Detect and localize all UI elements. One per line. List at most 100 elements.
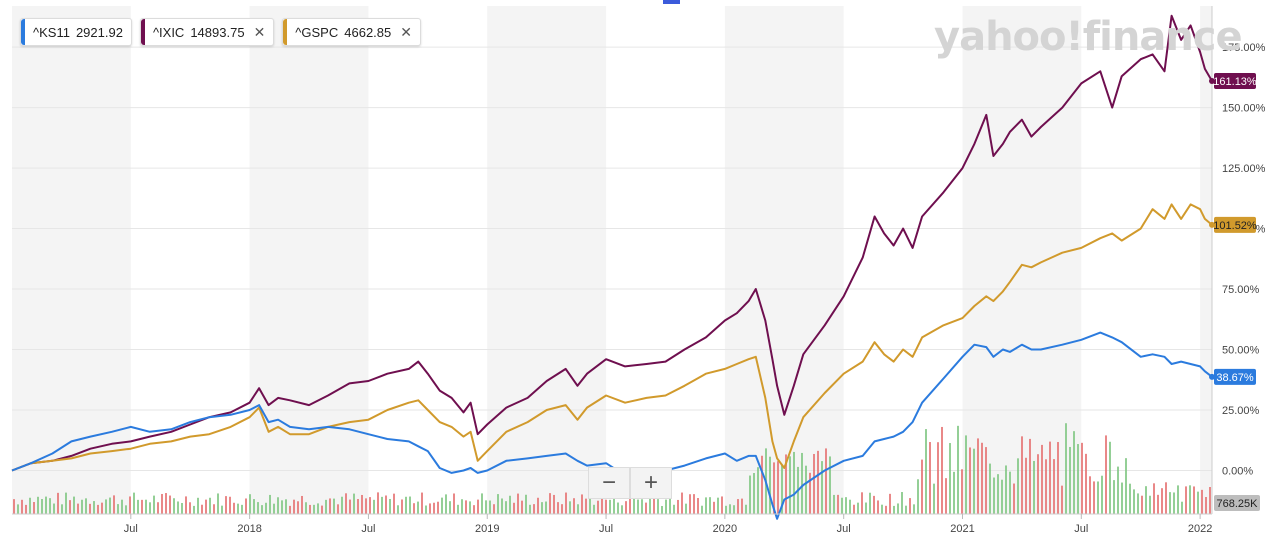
volume-bar [701,505,703,514]
shade-band [249,6,369,514]
volume-bar [1085,453,1087,514]
top-indicator [663,0,680,4]
zoom-out-button[interactable]: − [588,467,630,499]
x-tick-label: 2022 [1188,523,1212,535]
volume-bar [817,450,819,514]
volume-bar [985,447,987,514]
volume-bar [1025,457,1027,514]
volume-bar [981,442,983,514]
legend-chip-gspc[interactable]: ^GSPC 4662.85 ✕ [282,18,421,46]
series-line-gspc [11,203,1213,472]
volume-bar [537,497,539,514]
volume-bar [417,501,419,514]
volume-bar [1137,493,1139,514]
year-bands [12,6,1212,514]
volume-bar [721,496,723,514]
volume-bar [741,498,743,514]
volume-bar [533,504,535,514]
volume-bar [1005,465,1007,514]
close-icon[interactable]: ✕ [253,23,266,40]
volume-bar [693,494,695,514]
volume-bar [1209,486,1211,514]
volume-bar [29,497,31,514]
volume-bar [337,504,339,514]
zoom-in-button[interactable]: + [630,467,672,499]
volume-bar [445,494,447,514]
volume-bar [289,505,291,514]
legend-chip-ixic[interactable]: ^IXIC 14893.75 ✕ [139,18,275,46]
close-icon[interactable]: ✕ [400,23,412,40]
volume-bar [837,494,839,514]
volume-bar [577,504,579,514]
legend-price: 2921.92 [75,24,123,40]
volume-bar [889,493,891,514]
volume-bar [1125,458,1127,514]
volume-bar [669,497,671,514]
volume-bar [681,492,683,514]
volume-bar [349,499,351,514]
volume-bar [333,498,335,514]
volume-bar [497,494,499,514]
volume-bar [145,499,147,514]
volume-label: 768.25K [1217,498,1259,510]
volume-bar [949,443,951,514]
volume-bar [105,499,107,514]
volume-bar [729,504,731,514]
volume-bar [717,497,719,514]
volume-bar [493,504,495,514]
volume-label-box [1214,495,1260,511]
volume-bar [677,499,679,514]
volume-bar [1189,485,1191,514]
volume-bar [921,459,923,514]
volume-bar [377,492,379,514]
volume-bar [1061,485,1063,514]
volume-bar [965,435,967,514]
last-value-label: 38.67% [1216,372,1254,384]
volume-bar [341,496,343,514]
volume-bar [893,505,895,514]
volume-bar [61,504,63,514]
y-tick-label: 125.00% [1222,163,1266,175]
volume-bar [165,493,167,514]
volume-bar [909,498,911,514]
volume-bar [153,495,155,514]
x-tick-label: Jul [361,523,375,535]
volume-bar [685,503,687,514]
volume-bar [41,499,43,514]
volume-bar [937,442,939,514]
volume-bar [645,502,647,514]
volume-bar [321,505,323,514]
volume-bar [1113,480,1115,514]
volume-bar [1049,441,1051,514]
volume-bar [17,504,19,514]
volume-bar [809,472,811,514]
volume-bar [929,442,931,514]
last-point [1209,77,1215,84]
volume-bar [1045,459,1047,514]
y-tick-label: 150.00% [1222,103,1266,115]
volume-bar [93,501,95,514]
volume-bar [973,448,975,514]
volume-bar [389,498,391,514]
volume-bar [449,501,451,514]
legend-chip-ks11[interactable]: ^KS11 2921.92 [20,18,132,46]
volume-bar [573,498,575,514]
volume-bar [665,499,667,514]
volume-bar [141,499,143,514]
x-tick-label: Jul [124,523,138,535]
volume-bar [489,500,491,514]
volume-bar [473,505,475,514]
volume-bar [477,499,479,514]
volume-bar [957,425,959,514]
volume-bar [401,499,403,514]
volume-bar [273,503,275,514]
volume-bar [1197,491,1199,514]
volume-bar [453,493,455,514]
volume-bar [517,493,519,514]
volume-bar [1069,446,1071,514]
volume-bar [237,503,239,514]
volume-bar [641,499,643,514]
volume-bar [593,504,595,514]
volume-bar [1153,483,1155,514]
